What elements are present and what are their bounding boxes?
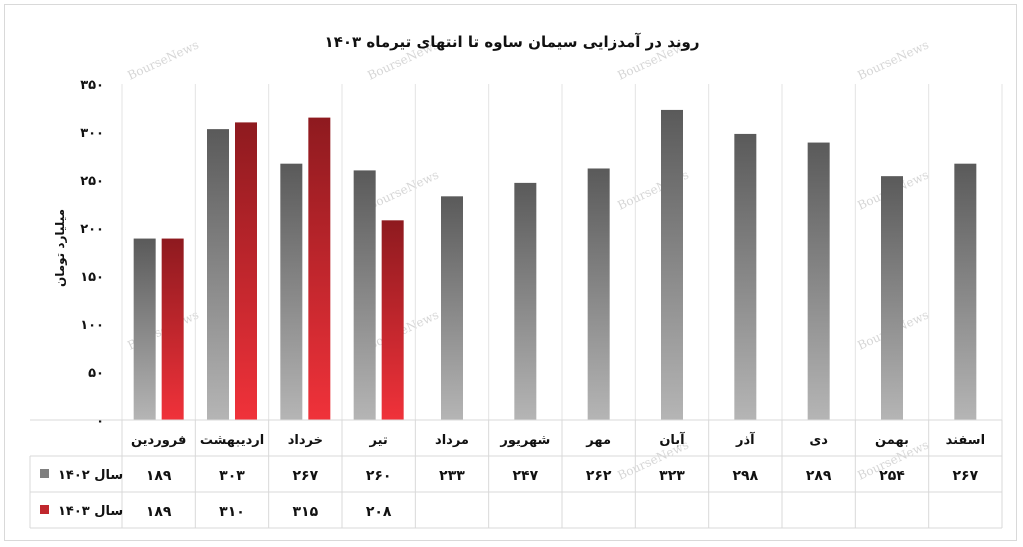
bar-1402 [734, 133, 757, 421]
data-value-label: ۳۰۳ [219, 468, 245, 484]
data-value-label: ۲۶۰ [366, 468, 392, 484]
watermark-text: BourseNews [365, 168, 441, 213]
data-value-label: ۲۰۸ [366, 504, 392, 520]
bar-1403 [161, 238, 184, 420]
bar-1403 [381, 220, 404, 420]
bar-1402 [207, 129, 229, 420]
data-value-label: ۳۱۵ [293, 504, 319, 520]
data-value-label: ۲۳۳ [439, 468, 465, 484]
bar-1402 [807, 142, 830, 420]
data-value-label: ۲۶۷ [293, 468, 319, 484]
category-label: اسفند [946, 433, 985, 448]
y-tick-label: ۲۰۰ [80, 222, 104, 237]
category-label: آبان [659, 431, 685, 448]
data-value-label: ۲۸۹ [806, 468, 832, 484]
legend-swatch [40, 469, 49, 478]
column-separators [121, 84, 1003, 420]
bar-1402 [587, 168, 610, 420]
bar-1402 [954, 163, 977, 420]
bar-1402 [441, 196, 463, 420]
bar-1403 [235, 122, 257, 421]
y-tick-label: ۱۵۰ [80, 270, 104, 285]
bar-1402 [353, 170, 376, 420]
y-axis-ticks: ۰ ۵۰ ۱۰۰ ۱۵۰ ۲۰۰ ۲۵۰ ۳۰۰ ۳۵۰ [80, 78, 104, 429]
y-axis-label: میلیارد تومان [53, 209, 68, 287]
category-label: دی [809, 433, 828, 448]
data-value-label: ۲۹۸ [733, 468, 759, 484]
data-value-label: ۳۱۰ [219, 504, 245, 520]
y-tick-label: ۵۰ [88, 366, 104, 381]
bar-1402 [514, 182, 537, 420]
legend-label: سال ۱۴۰۲ [58, 468, 123, 483]
data-value-label: ۳۲۳ [659, 468, 685, 484]
data-value-label: ۲۵۴ [879, 468, 905, 484]
category-label: شهریور [499, 433, 550, 448]
category-label: اردیبهشت [200, 433, 264, 448]
bar-1402 [661, 109, 683, 421]
bars [133, 109, 977, 421]
category-label: مرداد [435, 433, 469, 448]
category-label: آذر [735, 431, 755, 448]
y-tick-label: ۲۵۰ [80, 174, 104, 189]
category-label: بهمن [875, 433, 909, 448]
data-value-label: ۱۸۹ [146, 468, 172, 484]
category-label: خرداد [288, 433, 323, 448]
bar-1402 [881, 176, 903, 420]
category-label: مهر [585, 433, 611, 448]
y-tick-label: ۳۵۰ [80, 78, 104, 93]
y-tick-label: ۰ [96, 414, 104, 429]
category-label: تیر [369, 433, 388, 448]
y-tick-label: ۱۰۰ [80, 318, 104, 333]
bar-1402 [280, 163, 303, 420]
watermark-text: BourseNews [855, 38, 931, 83]
data-value-label: ۲۶۷ [953, 468, 979, 484]
bar-1402 [133, 238, 156, 420]
category-label: فروردین [131, 433, 186, 448]
data-value-label: ۲۶۲ [586, 468, 612, 484]
data-table: فروردین اردیبهشت خرداد تیر مرداد شهریور مهر آبا… [29, 419, 1003, 529]
y-tick-label: ۳۰۰ [80, 126, 104, 141]
chart-title: روند در آمدزایی سیمان ساوه تا انتهای تیر… [325, 33, 700, 51]
legend-label: سال ۱۴۰۳ [58, 504, 123, 519]
watermark-text: BourseNews [125, 38, 201, 83]
bar-1403 [308, 117, 331, 420]
legend-swatch [40, 505, 49, 514]
data-value-label: ۱۸۹ [146, 504, 172, 520]
data-value-label: ۲۴۷ [513, 468, 539, 484]
